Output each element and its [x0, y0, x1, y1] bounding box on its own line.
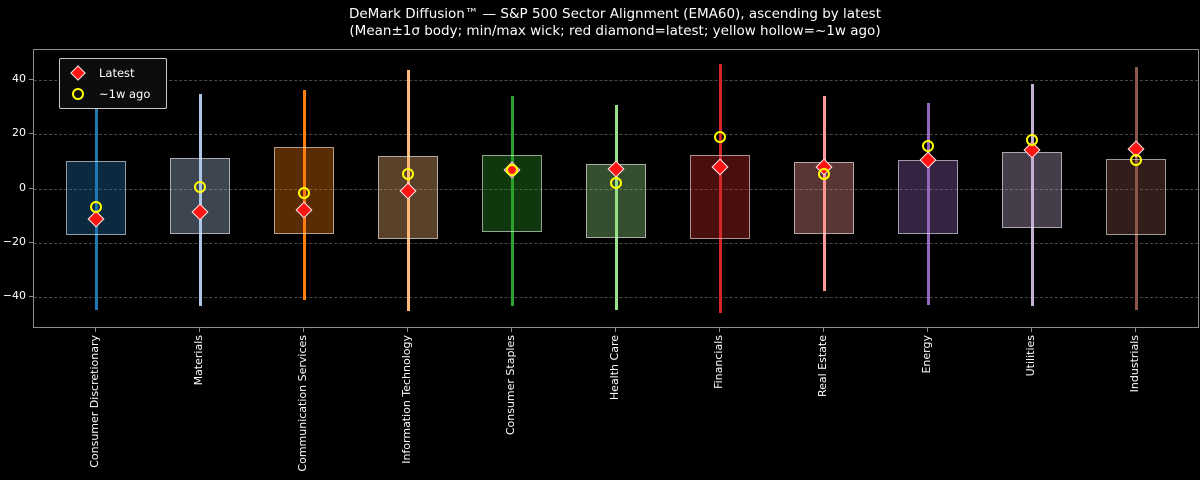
- x-tick-mark: [615, 328, 616, 332]
- x-tick-label: Utilities: [1024, 335, 1037, 377]
- x-tick-mark: [927, 328, 928, 332]
- x-tick-label: Materials: [192, 335, 205, 386]
- week-ago-circle-icon: [70, 86, 86, 102]
- sector-box: [66, 161, 126, 236]
- week-ago-ring-marker: [506, 164, 518, 177]
- sector-wick: [510, 95, 514, 306]
- sector-wick: [926, 103, 930, 305]
- x-tick-mark: [1135, 328, 1136, 332]
- x-tick-mark: [303, 328, 304, 332]
- x-tick-label: Consumer Staples: [504, 335, 517, 436]
- y-tick-mark: [29, 241, 33, 243]
- y-tick-label: 20: [12, 126, 26, 140]
- gridline: [34, 79, 1198, 81]
- x-tick-label: Health Care: [608, 335, 621, 401]
- sector-box: [898, 159, 958, 235]
- x-tick-mark: [95, 328, 96, 332]
- week-ago-ring-marker: [714, 130, 726, 143]
- chart-subtitle: (Mean±1σ body; min/max wick; red diamond…: [349, 23, 881, 39]
- sector-box: [1106, 158, 1166, 235]
- sector-wick: [614, 104, 618, 310]
- week-ago-ring-marker: [610, 177, 622, 190]
- sector-box: [482, 155, 542, 233]
- x-tick-mark: [823, 328, 824, 332]
- sector-wick: [718, 64, 722, 314]
- latest-diamond-icon: [70, 65, 86, 81]
- y-tick-mark: [29, 133, 33, 135]
- week-ago-ring-marker: [922, 139, 934, 152]
- y-tick-label: −40: [2, 289, 26, 303]
- x-tick-label: Communication Services: [296, 335, 309, 472]
- legend-week-ago-label: ~1w ago: [99, 87, 151, 101]
- sector-wick: [822, 95, 826, 292]
- week-ago-ring-marker: [402, 168, 414, 181]
- x-tick-label: Energy: [920, 335, 933, 374]
- legend-latest-label: Latest: [99, 66, 135, 80]
- x-tick-mark: [511, 328, 512, 332]
- x-tick-mark: [1031, 328, 1032, 332]
- y-tick-mark: [29, 78, 33, 80]
- week-ago-ring-marker: [298, 186, 310, 199]
- legend: Latest ~1w ago: [59, 58, 168, 109]
- week-ago-ring-marker: [194, 180, 206, 193]
- x-tick-label: Financials: [712, 335, 725, 389]
- x-tick-label: Industrials: [1128, 335, 1141, 393]
- week-ago-ring-marker: [1026, 133, 1038, 146]
- week-ago-ring-marker: [818, 167, 830, 180]
- x-tick-mark: [199, 328, 200, 332]
- legend-item-week-ago: ~1w ago: [70, 86, 150, 102]
- y-tick-label: −20: [2, 234, 26, 248]
- x-tick-mark: [407, 328, 408, 332]
- x-tick-label: Information Technology: [400, 335, 413, 464]
- legend-item-latest: Latest: [70, 65, 150, 81]
- plot-area: Latest ~1w ago: [33, 49, 1199, 328]
- title-block: DeMark Diffusion™ — S&P 500 Sector Align…: [33, 6, 1197, 40]
- sector-wick: [1134, 66, 1138, 310]
- y-tick-label: 0: [19, 180, 26, 194]
- y-tick-mark: [29, 296, 33, 298]
- chart-title: DeMark Diffusion™ — S&P 500 Sector Align…: [348, 6, 882, 22]
- sector-wick: [1030, 84, 1034, 307]
- week-ago-ring-marker: [90, 201, 102, 214]
- x-tick-label: Real Estate: [816, 335, 829, 398]
- week-ago-ring-marker: [1130, 153, 1142, 166]
- sector-box: [170, 158, 230, 234]
- sector-box: [1002, 152, 1062, 229]
- sector-wick: [198, 94, 202, 306]
- x-tick-label: Consumer Discretionary: [88, 335, 101, 468]
- y-tick-mark: [29, 187, 33, 189]
- x-tick-mark: [719, 328, 720, 332]
- y-tick-label: 40: [12, 71, 26, 85]
